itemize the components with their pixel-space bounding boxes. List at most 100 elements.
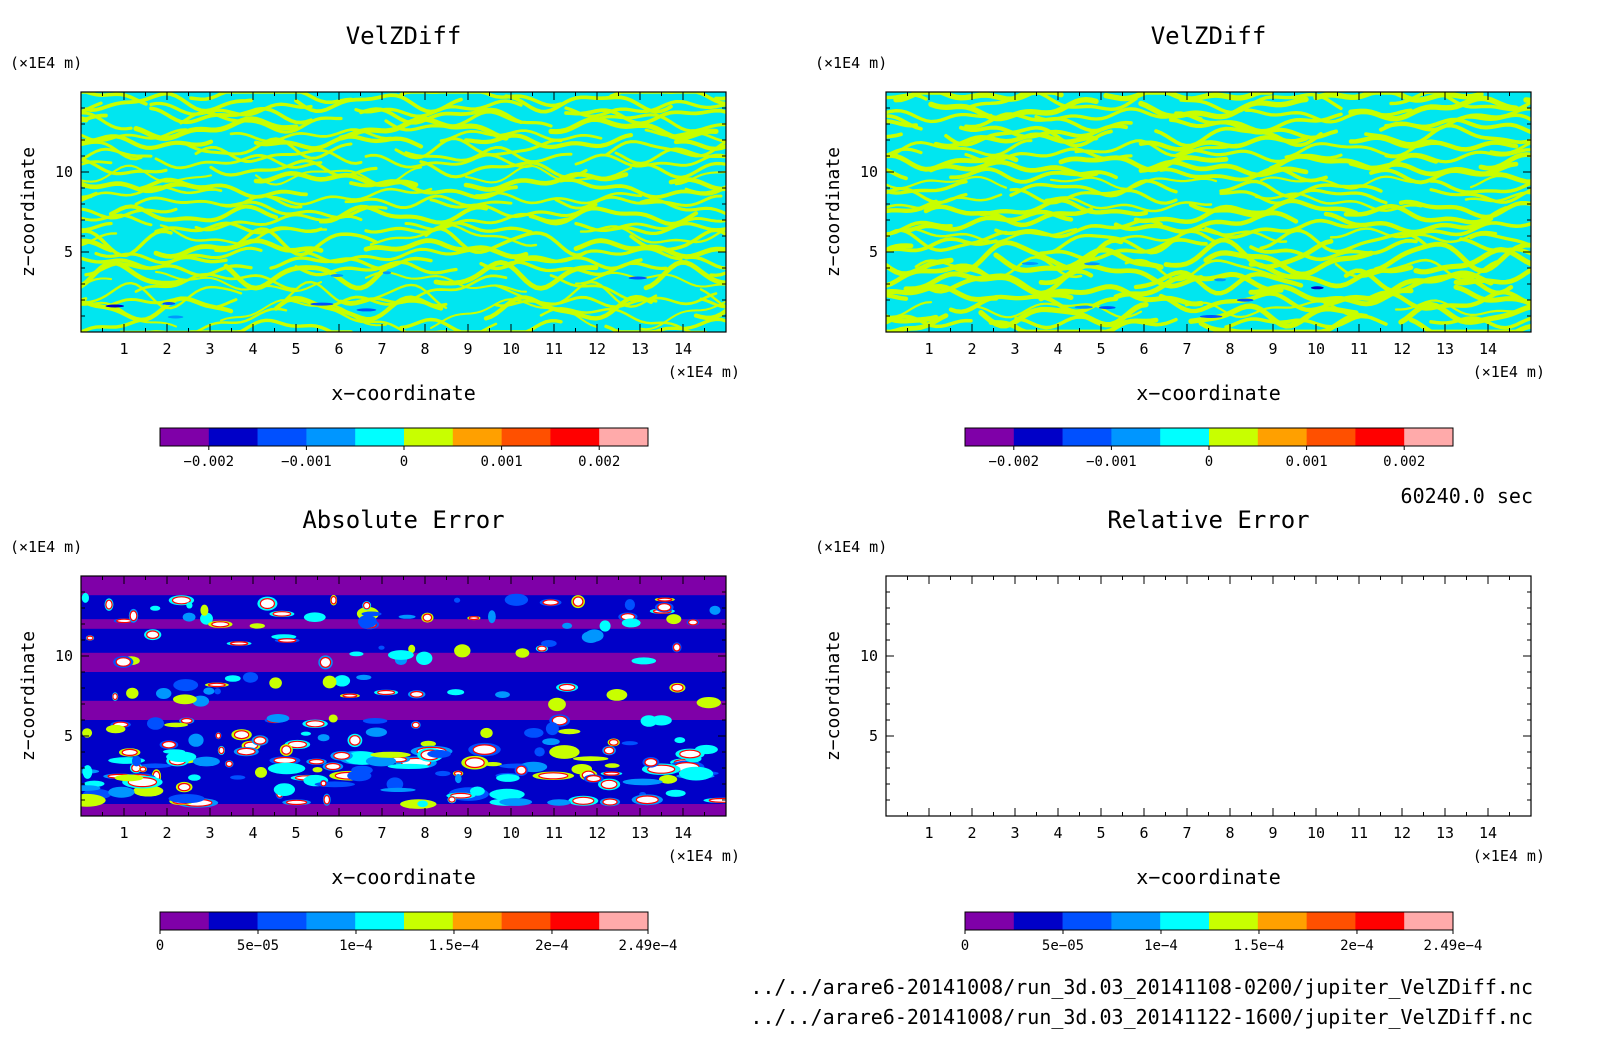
error-blob: [548, 697, 566, 712]
error-blob: [81, 793, 106, 807]
contour-band: [81, 185, 726, 206]
colorbar-segment: [257, 912, 307, 930]
error-blob: [709, 605, 721, 615]
error-blob: [504, 593, 529, 606]
error-blob: [347, 770, 372, 782]
y-tick-label: 10: [55, 163, 73, 181]
error-blob: [362, 718, 388, 724]
contour-band: [886, 290, 1531, 314]
error-blob: [420, 740, 436, 747]
contour-band: [886, 186, 1531, 205]
x-axis-label: x−coordinate: [331, 381, 476, 405]
contour-band: [886, 228, 1531, 255]
error-blob: [659, 774, 678, 784]
field-background: [886, 576, 1531, 816]
error-blob: [696, 697, 721, 709]
x-tick-label: 2: [162, 340, 171, 358]
error-blob: [515, 648, 530, 658]
contour-band: [886, 191, 1531, 213]
file-path-2: ../../arare6-20141008/run_3d.03_20141122…: [750, 1005, 1533, 1029]
error-blob: [173, 694, 197, 705]
error-peak: [422, 613, 433, 622]
colorbar-segment: [208, 428, 258, 446]
error-peak: [229, 641, 249, 646]
contour-band: [81, 145, 726, 165]
error-blob: [317, 734, 330, 742]
x-tick-label: 12: [588, 340, 606, 358]
contour-band: [81, 259, 726, 291]
heatmap-field: [81, 576, 726, 816]
error-blob: [188, 733, 204, 747]
contour-band: [81, 317, 726, 332]
y-axis-label: z−coordinate: [823, 631, 844, 761]
error-peak: [319, 656, 332, 668]
x-tick-label: 1: [119, 340, 128, 358]
contour-anomaly: [330, 274, 344, 277]
x-tick-label: 10: [1307, 340, 1325, 358]
contour-anomaly: [628, 276, 647, 280]
contour-band: [81, 116, 719, 142]
error-blob: [447, 689, 465, 696]
colorbar-tick-label: 2.49e−4: [618, 938, 677, 954]
x-tick-label: 3: [1010, 824, 1019, 842]
error-peak: [86, 635, 94, 641]
contour-band: [108, 204, 699, 227]
error-peak: [448, 796, 456, 803]
error-peak: [515, 765, 527, 775]
y-tick-label: 10: [860, 163, 878, 181]
error-blob: [534, 747, 545, 757]
error-peak: [333, 751, 351, 760]
contour-anomaly: [1310, 286, 1324, 290]
colorbar-segment: [1013, 428, 1063, 446]
x-unit-label: (×1E4 m): [668, 363, 740, 381]
file-path-1: ../../arare6-20141008/run_3d.03_20141108…: [750, 975, 1533, 999]
error-blob: [106, 724, 126, 734]
error-blob: [549, 745, 580, 759]
error-blob: [380, 787, 416, 793]
x-tick-label: 3: [1010, 340, 1019, 358]
error-peak: [253, 736, 267, 745]
error-blob: [334, 675, 351, 687]
error-peak: [308, 758, 325, 765]
contour-band: [81, 298, 726, 331]
error-blob: [388, 650, 414, 660]
contour-band: [81, 226, 726, 258]
colorbar-segment: [208, 912, 258, 930]
error-peak: [572, 796, 595, 805]
x-axis-label: x−coordinate: [1136, 865, 1281, 889]
x-tick-label: 9: [1268, 340, 1277, 358]
x-tick-label: 7: [1182, 824, 1191, 842]
colorbar-tick-label: −0.002: [184, 454, 235, 470]
x-tick-label: 6: [1139, 340, 1148, 358]
colorbar: 0 5e−05 1e−4 1.5e−4 2e−4 2.49e−4: [961, 911, 1483, 954]
x-tick-label: 6: [334, 824, 343, 842]
x-tick-label: 10: [502, 340, 520, 358]
error-blob: [408, 644, 416, 654]
x-tick-label: 5: [1096, 824, 1105, 842]
x-tick-label: 2: [967, 824, 976, 842]
y-unit-label: (×1E4 m): [10, 54, 82, 72]
x-tick-label: 13: [1436, 340, 1454, 358]
error-blob: [599, 620, 611, 632]
error-blob: [114, 774, 144, 782]
colorbar-segment: [1355, 428, 1405, 446]
error-blob: [524, 728, 544, 738]
error-blob: [164, 722, 189, 728]
error-blob: [203, 687, 215, 695]
contour-band: [886, 299, 1531, 319]
error-peak: [180, 717, 193, 724]
colorbar-segment: [355, 912, 405, 930]
error-blob: [621, 618, 641, 628]
error-blob: [182, 612, 196, 622]
colorbar-tick-label: 0: [1205, 454, 1213, 470]
panel-4: Relative Error(×1E4 m)1 2 3 4 5 6 7 8 9 10 11 12 13 1…: [815, 506, 1545, 954]
error-blob: [200, 604, 209, 616]
error-blob: [267, 762, 306, 775]
y-unit-label: (×1E4 m): [10, 538, 82, 556]
contour-band: [81, 294, 726, 323]
error-blob: [665, 789, 686, 797]
colorbar-segment: [1306, 912, 1356, 930]
contour-band: [886, 139, 1531, 159]
x-tick-label: 11: [1350, 824, 1368, 842]
